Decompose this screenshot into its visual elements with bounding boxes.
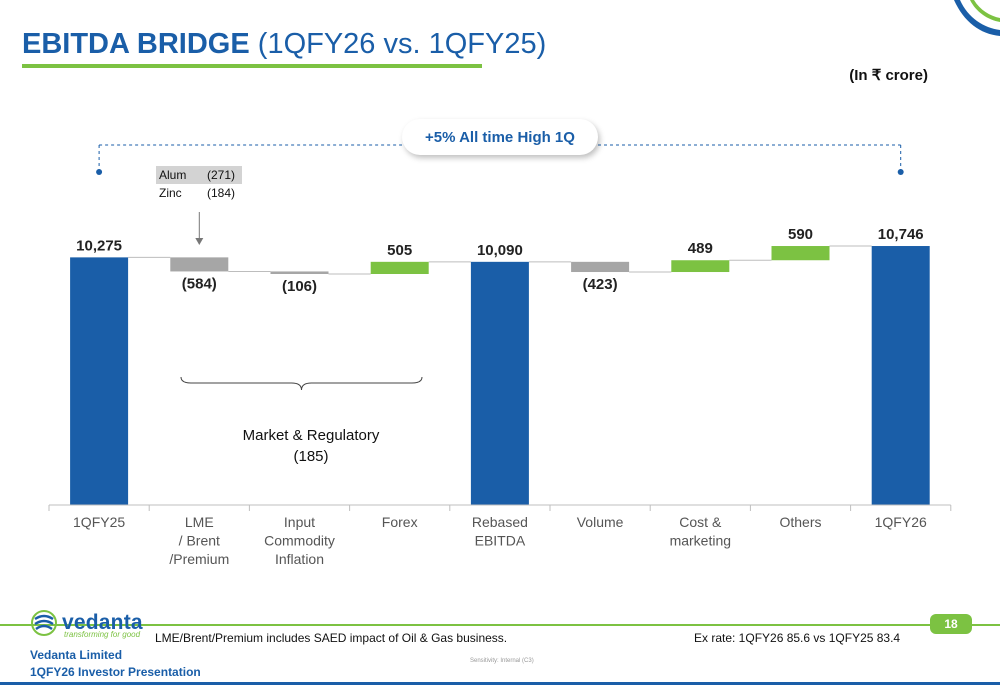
exchange-rate-note: Ex rate: 1QFY26 85.6 vs 1QFY25 83.4 xyxy=(694,631,901,645)
breakdown-value: (184) xyxy=(207,186,236,200)
annotation-label: Market & Regulatory xyxy=(242,427,380,444)
bar-1 xyxy=(170,257,229,272)
x-tick-label-0: 1QFY25 xyxy=(73,514,125,530)
all-time-high-callout: +5% All time High 1Q xyxy=(402,119,598,155)
bracket-left-dot xyxy=(96,169,103,175)
vedanta-logo: vedanta xyxy=(30,609,143,637)
data-label-2: (106) xyxy=(282,278,317,295)
x-tick-label-2: Input xyxy=(284,514,315,530)
logo-wordmark: vedanta xyxy=(62,611,143,634)
data-label-7: 590 xyxy=(788,226,813,243)
bars xyxy=(70,246,930,505)
x-tick-label-1: /Premium xyxy=(169,551,229,567)
company-info: Vedanta Limited 1QFY26 Investor Presenta… xyxy=(30,647,201,681)
data-label-6: 489 xyxy=(688,240,713,257)
data-label-0: 10,275 xyxy=(76,237,122,254)
page-title: EBITDA BRIDGE (1QFY26 vs. 1QFY25) xyxy=(22,28,546,61)
footnote: LME/Brent/Premium includes SAED impact o… xyxy=(155,631,508,645)
bar-0 xyxy=(70,257,129,505)
footer-bottom-rule xyxy=(0,682,1000,685)
breakdown-name: Zinc xyxy=(159,186,182,200)
title-underline xyxy=(22,64,482,68)
x-axis xyxy=(48,504,952,511)
x-tick-label-5: Volume xyxy=(577,514,624,530)
breakdown-row-alum: Alum (271) xyxy=(156,166,242,184)
breakdown-row-zinc: Zinc (184) xyxy=(156,184,242,202)
logo-tagline: transforming for good xyxy=(64,630,141,639)
sensitivity-label: Sensitivity: Internal (C3) xyxy=(470,658,534,664)
x-tick-label-2: Commodity xyxy=(264,533,335,549)
x-tick-label-4: EBITDA xyxy=(475,533,526,549)
unit-label: (In ₹ crore) xyxy=(849,67,928,84)
ebitda-bridge-chart: 10,275 (584) (106) 505 10,090 (423) 489 590 10,7… xyxy=(48,144,952,567)
x-tick-label-1: / Brent xyxy=(179,533,220,549)
data-label-8: 10,746 xyxy=(878,226,924,243)
bar-6 xyxy=(671,260,730,273)
presentation-name: 1QFY26 Investor Presentation xyxy=(30,665,201,679)
footer-divider xyxy=(0,624,1000,626)
x-tick-labels: 1QFY25 LME / Brent/Premium Input Commodity In… xyxy=(73,514,927,567)
x-tick-label-8: 1QFY26 xyxy=(875,514,927,530)
corner-swoosh-decoration xyxy=(954,0,1000,36)
lme-breakdown-table: Alum (271) Zinc (184) xyxy=(156,166,242,202)
company-name: Vedanta Limited xyxy=(30,648,123,662)
data-label-4: 10,090 xyxy=(477,242,523,259)
page-title-bold: EBITDA BRIDGE xyxy=(22,28,250,60)
x-tick-label-3: Forex xyxy=(382,514,418,530)
bar-3 xyxy=(370,261,429,275)
page-number: 18 xyxy=(930,614,972,634)
bar-2 xyxy=(270,271,329,275)
x-tick-label-7: Others xyxy=(779,514,821,530)
vedanta-mark-icon xyxy=(31,610,57,636)
breakdown-value: (271) xyxy=(207,168,236,182)
bar-4 xyxy=(470,261,529,505)
breakdown-arrow-head xyxy=(195,238,204,245)
x-tick-label-6: Cost & xyxy=(679,514,722,530)
data-label-1: (584) xyxy=(182,275,217,292)
curly-brace xyxy=(180,376,423,391)
x-tick-label-4: Rebased xyxy=(472,514,528,530)
market-regulatory-annotation: Market & Regulatory (185) xyxy=(211,425,411,467)
bar-8 xyxy=(871,246,930,505)
annotation-value: (185) xyxy=(293,448,329,465)
bar-7 xyxy=(771,246,830,261)
market-regulatory-brace xyxy=(180,376,423,391)
x-tick-label-2: Inflation xyxy=(275,551,324,567)
all-time-high-bracket xyxy=(96,144,904,245)
page-title-rest: (1QFY26 vs. 1QFY25) xyxy=(257,28,547,60)
bar-5 xyxy=(571,261,630,273)
x-tick-label-6: marketing xyxy=(670,533,731,549)
breakdown-name: Alum xyxy=(159,168,187,182)
bracket-right-dot xyxy=(897,169,904,175)
data-labels: 10,275 (584) (106) 505 10,090 (423) 489 590 10,7… xyxy=(76,226,923,295)
x-tick-label-1: LME xyxy=(185,514,214,530)
bar-connectors xyxy=(128,245,872,275)
data-label-5: (423) xyxy=(583,276,618,293)
data-label-3: 505 xyxy=(387,242,412,259)
